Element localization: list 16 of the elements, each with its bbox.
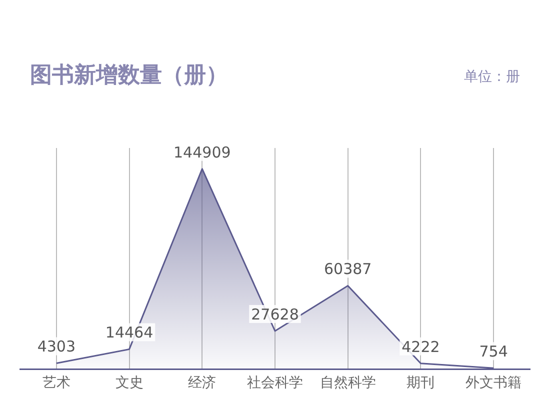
x-tick-label: 经济 (188, 375, 216, 392)
x-tick-label: 艺术 (42, 375, 70, 392)
data-label: 4222 (402, 338, 440, 356)
x-tick-label: 文史 (115, 375, 144, 392)
chart-title: 图书新增数量（册） (30, 62, 228, 90)
data-label: 60387 (324, 260, 372, 278)
x-tick-label: 自然科学 (320, 375, 376, 392)
text: 单位：册 (464, 68, 520, 86)
data-label: 144909 (174, 143, 231, 162)
x-tick-label: 期刊 (406, 375, 435, 392)
data-label: 4303 (37, 338, 76, 356)
x-tick-label: 外文书籍 (466, 375, 522, 392)
x-tick-label: 社会科学 (247, 375, 303, 392)
data-label: 754 (479, 342, 508, 361)
data-label: 14464 (105, 324, 154, 342)
data-label: 27628 (251, 305, 299, 324)
